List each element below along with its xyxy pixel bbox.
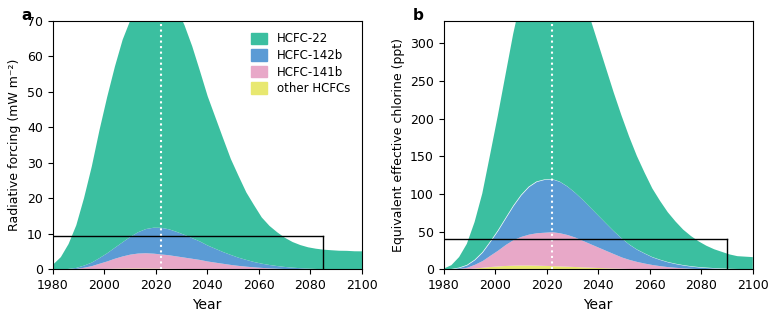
Y-axis label: Radiative forcing (mW m⁻²): Radiative forcing (mW m⁻²) [9,59,21,231]
Y-axis label: Equivalent effective chlorine (ppt): Equivalent effective chlorine (ppt) [392,38,405,252]
Text: b: b [413,8,423,23]
X-axis label: Year: Year [584,298,613,312]
X-axis label: Year: Year [193,298,222,312]
Text: a: a [22,8,32,23]
Legend: HCFC-22, HCFC-142b, HCFC-141b, other HCFCs: HCFC-22, HCFC-142b, HCFC-141b, other HCF… [245,27,356,101]
